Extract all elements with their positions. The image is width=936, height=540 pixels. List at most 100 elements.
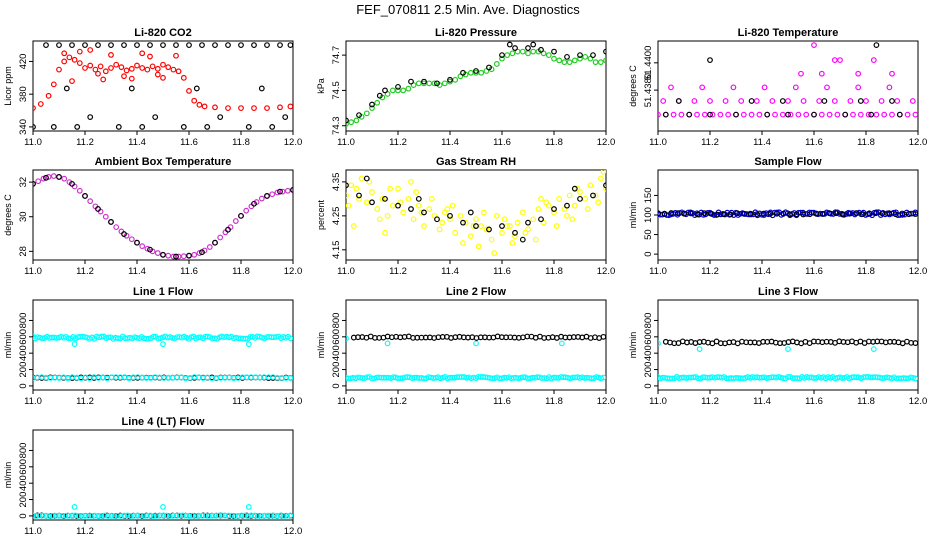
data-point (447, 76, 453, 83)
x-tick-label: 11.8 (857, 396, 875, 407)
data-point (577, 195, 583, 202)
data-point (470, 223, 477, 229)
data-point (45, 92, 52, 99)
data-point (118, 513, 124, 519)
data-point (535, 206, 542, 212)
data-point (842, 111, 849, 118)
data-point (144, 512, 150, 519)
data-point (873, 42, 880, 48)
data-point (95, 42, 101, 48)
x-tick-label: 11.0 (649, 266, 667, 277)
data-point (43, 512, 49, 519)
data-points (33, 333, 293, 382)
data-point (405, 195, 412, 202)
data-point (134, 42, 140, 48)
data-point (173, 52, 179, 59)
data-point (395, 83, 401, 90)
data-point (45, 174, 52, 180)
data-points (346, 41, 606, 127)
data-point (242, 335, 249, 342)
x-tick-label: 11.4 (128, 266, 146, 277)
data-point (582, 195, 589, 202)
data-point (668, 84, 674, 91)
data-point (688, 210, 694, 217)
data-point (277, 42, 283, 48)
data-point (382, 195, 388, 202)
data-point (139, 243, 146, 250)
data-point (556, 57, 563, 64)
data-point (577, 55, 583, 62)
data-point (69, 78, 75, 84)
data-points (658, 209, 918, 219)
data-point (564, 202, 570, 209)
data-point (387, 185, 394, 192)
data-point (150, 333, 157, 340)
data-point (661, 210, 668, 217)
plot-frame (657, 299, 919, 391)
data-point (564, 53, 570, 60)
data-point (811, 42, 817, 48)
data-point (675, 98, 682, 104)
data-point (530, 48, 537, 55)
data-point (56, 66, 62, 73)
data-point (65, 512, 72, 519)
data-point (538, 46, 544, 53)
data-point (39, 335, 46, 342)
y-axis-label: ml/min (3, 332, 13, 359)
data-point (232, 218, 239, 224)
data-point (346, 117, 349, 124)
data-point (584, 206, 591, 212)
data-point (363, 199, 370, 206)
y-tick-label: 600 (331, 329, 342, 345)
data-point (50, 81, 57, 88)
data-point (467, 233, 474, 240)
data-point (691, 98, 698, 104)
data-point (191, 97, 198, 104)
data-point (139, 65, 146, 71)
data-point (113, 61, 120, 68)
data-point (82, 513, 89, 519)
data-point (356, 195, 362, 202)
data-point (348, 182, 355, 189)
y-tick-label: 800 (18, 313, 29, 329)
y-tick-label: 800 (18, 443, 29, 459)
data-point (235, 512, 242, 519)
data-point (102, 213, 109, 220)
data-point (870, 346, 877, 352)
data-point (418, 209, 425, 216)
x-tick-label: 11.0 (24, 396, 42, 407)
data-point (196, 250, 203, 256)
data-point (899, 210, 906, 217)
data-point (163, 512, 170, 519)
x-tick-label: 11.6 (805, 396, 823, 407)
data-point (131, 512, 137, 519)
data-point (98, 513, 105, 519)
y-tick-label: 0 (643, 251, 654, 256)
panel-title: Line 3 Flow (758, 286, 818, 298)
data-point (290, 187, 293, 193)
data-point (209, 512, 216, 519)
data-point (894, 98, 901, 104)
data-point (748, 98, 755, 104)
data-point (121, 231, 127, 237)
data-point (170, 253, 177, 260)
data-point (707, 111, 713, 118)
data-point (760, 210, 767, 217)
data-point (727, 211, 734, 218)
x-tick-label: 11.2 (389, 137, 407, 148)
panel-line2: Line 2 Flow 11.0 11.2 11.4 11.6 11.8 12.0 0 2004… (316, 286, 615, 407)
data-point (699, 84, 706, 91)
x-tick-label: 11.4 (441, 137, 459, 148)
data-point (803, 111, 810, 118)
y-tick-label: 150 (643, 188, 654, 204)
data-point (905, 211, 912, 217)
data-point (78, 512, 85, 519)
data-point (389, 87, 396, 94)
data-point (277, 104, 283, 111)
data-point (590, 192, 596, 199)
data-point (681, 210, 688, 217)
data-point (756, 111, 763, 118)
data-point (196, 512, 203, 519)
data-point (793, 211, 800, 218)
data-points (658, 338, 918, 382)
